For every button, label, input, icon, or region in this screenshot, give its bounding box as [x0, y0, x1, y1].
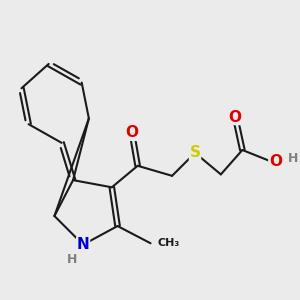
Text: O: O — [125, 125, 138, 140]
Text: N: N — [77, 237, 89, 252]
Text: S: S — [190, 146, 200, 160]
Text: CH₃: CH₃ — [158, 238, 180, 248]
Text: O: O — [229, 110, 242, 124]
Text: O: O — [269, 154, 282, 169]
Text: H: H — [67, 253, 77, 266]
Text: H: H — [287, 152, 298, 164]
